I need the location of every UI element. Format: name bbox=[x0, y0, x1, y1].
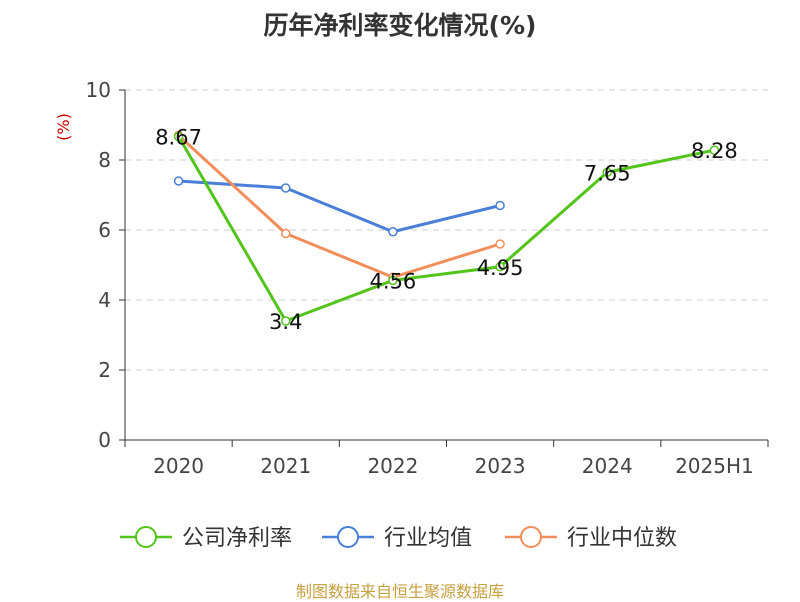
data-point bbox=[173, 176, 184, 186]
legend-label: 公司净利率 bbox=[182, 526, 292, 551]
x-tick-label: 2020 bbox=[153, 454, 204, 478]
source-note: 制图数据来自恒生聚源数据库 bbox=[295, 582, 504, 601]
x-tick-label: 2023 bbox=[475, 454, 526, 478]
series-line-2 bbox=[177, 134, 501, 279]
y-tick-label: 8 bbox=[98, 148, 111, 172]
data-labels: 8.67 3.4 4.56 4.95 7.65 8.28 bbox=[155, 126, 738, 334]
y-tick-label: 10 bbox=[86, 78, 111, 102]
series-line-1 bbox=[178, 179, 501, 234]
x-tick-label: 2024 bbox=[582, 454, 633, 478]
data-label: 3.4 bbox=[269, 310, 302, 334]
data-label: 8.67 bbox=[155, 126, 202, 150]
legend-marker bbox=[520, 526, 542, 548]
data-point bbox=[281, 183, 291, 193]
data-point bbox=[709, 145, 720, 155]
data-point bbox=[173, 131, 184, 142]
series-line-0 bbox=[177, 135, 715, 323]
data-point bbox=[602, 167, 612, 177]
data-point bbox=[388, 227, 398, 237]
data-point bbox=[495, 239, 505, 249]
gridlines bbox=[125, 89, 768, 371]
legend-label: 行业中位数 bbox=[567, 526, 677, 551]
y-tick-label: 0 bbox=[98, 428, 111, 452]
data-label: 8.28 bbox=[691, 139, 738, 163]
data-point bbox=[388, 275, 398, 286]
data-point bbox=[495, 200, 505, 211]
legend-label: 行业均值 bbox=[384, 526, 472, 551]
legend: 公司净利率 行业均值 行业中位数 bbox=[120, 526, 677, 551]
data-point bbox=[281, 228, 291, 239]
legend-marker bbox=[337, 526, 359, 548]
series-layer bbox=[173, 130, 720, 326]
data-label: 4.56 bbox=[370, 269, 417, 293]
data-point bbox=[495, 262, 505, 272]
x-tick-label: 2022 bbox=[367, 454, 418, 478]
x-tick-label: 2025H1 bbox=[675, 454, 754, 478]
data-label: 7.65 bbox=[584, 161, 631, 185]
y-axis-label: (%) bbox=[54, 113, 73, 141]
x-tick-label: 2021 bbox=[260, 454, 311, 478]
data-point bbox=[281, 316, 291, 326]
y-tick-label: 4 bbox=[98, 288, 111, 312]
data-label: 4.95 bbox=[477, 256, 524, 280]
axes: 0 2 4 6 8 10 2020 2021 2022 2023 2024 2025H1 (%) bbox=[54, 78, 769, 478]
y-tick-label: 6 bbox=[98, 218, 111, 242]
chart-title: 历年净利率变化情况(%) bbox=[263, 11, 537, 40]
legend-marker bbox=[135, 526, 157, 548]
y-tick-label: 2 bbox=[98, 358, 111, 382]
